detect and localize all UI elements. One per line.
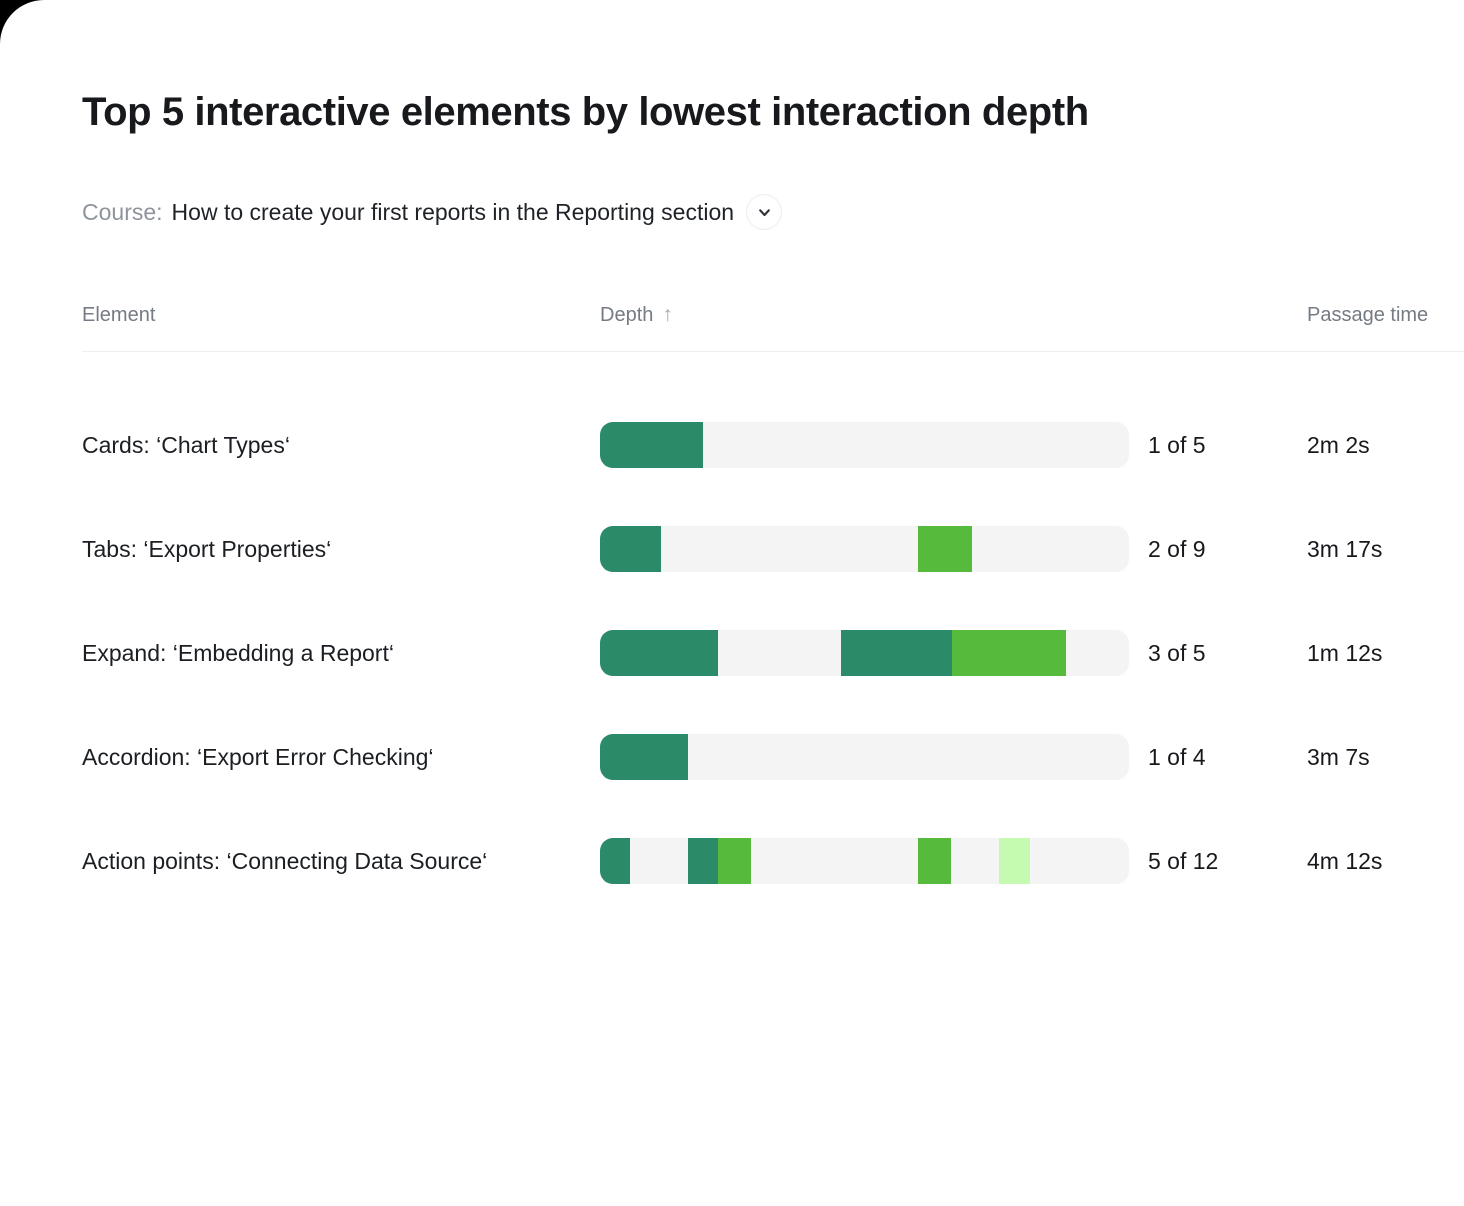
table-row: Cards: ‘Chart Types‘ 1 of 5 2m 2s [82, 393, 1464, 497]
depth-bar [600, 734, 1129, 780]
depth-count: 5 of 12 [1148, 847, 1219, 874]
chevron-down-icon [757, 205, 772, 220]
column-header-element: Element [82, 303, 156, 326]
element-label: Accordion: ‘Export Error Checking‘ [82, 743, 434, 770]
table-header: Element Depth ↑ Passage time [82, 303, 1464, 352]
table-row: Action points: ‘Connecting Data Source‘ … [82, 809, 1464, 913]
course-selector-row: Course: How to create your first reports… [82, 194, 1464, 230]
depth-bar-segment [998, 838, 1031, 884]
passage-time: 3m 7s [1307, 743, 1370, 770]
depth-count: 1 of 4 [1148, 743, 1206, 770]
course-label: Course: [82, 199, 163, 225]
depth-count: 1 of 5 [1148, 431, 1206, 458]
depth-bar-segment [600, 422, 704, 468]
passage-time: 2m 2s [1307, 431, 1370, 458]
passage-time: 3m 17s [1307, 535, 1383, 562]
depth-bar-segment [600, 838, 631, 884]
depth-bar-segment [918, 838, 951, 884]
depth-bar-segment [600, 734, 689, 780]
table-row: Tabs: ‘Export Properties‘ 2 of 9 3m 17s [82, 497, 1464, 601]
depth-bar [600, 526, 1129, 572]
depth-bar-segment [951, 630, 1067, 676]
passage-time: 1m 12s [1307, 639, 1383, 666]
depth-bar-segment [688, 838, 719, 884]
depth-bar-segment [600, 630, 719, 676]
depth-bar-segment [918, 526, 973, 572]
depth-bar-segment [600, 526, 661, 572]
course-value: How to create your first reports in the … [171, 199, 735, 225]
depth-bar [600, 422, 1129, 468]
depth-count: 3 of 5 [1148, 639, 1206, 666]
depth-bar [600, 838, 1129, 884]
sort-ascending-icon: ↑ [662, 303, 673, 326]
course-dropdown-button[interactable] [746, 194, 783, 230]
depth-count: 2 of 9 [1148, 535, 1206, 562]
depth-header-label: Depth [600, 303, 654, 326]
page-title: Top 5 interactive elements by lowest int… [82, 90, 1089, 134]
depth-bar-segment [840, 630, 952, 676]
column-header-passage-time: Passage time [1307, 303, 1429, 326]
depth-bar-segment [718, 838, 751, 884]
table-row: Expand: ‘Embedding a Report‘ 3 of 5 1m 1… [82, 601, 1464, 705]
element-label: Expand: ‘Embedding a Report‘ [82, 639, 394, 666]
depth-bar [600, 630, 1129, 676]
column-header-depth[interactable]: Depth ↑ [600, 303, 1148, 327]
element-label: Cards: ‘Chart Types‘ [82, 431, 290, 458]
element-label: Tabs: ‘Export Properties‘ [82, 535, 332, 562]
table-row: Accordion: ‘Export Error Checking‘ 1 of … [82, 705, 1464, 809]
element-label: Action points: ‘Connecting Data Source‘ [82, 847, 488, 874]
table-body: Cards: ‘Chart Types‘ 1 of 5 2m 2s Tabs: … [82, 352, 1464, 913]
passage-time: 4m 12s [1307, 847, 1383, 874]
